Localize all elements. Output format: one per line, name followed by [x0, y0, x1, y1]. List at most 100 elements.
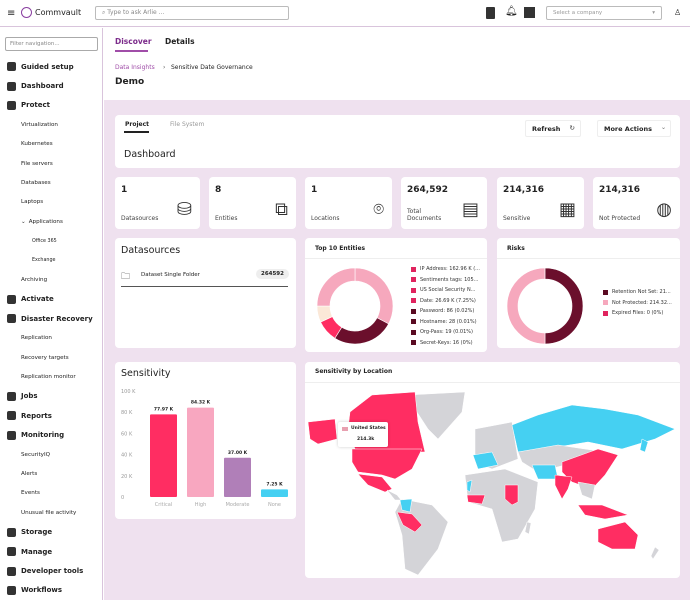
sidebar-item-laptops[interactable]: Laptops [0, 193, 43, 212]
stat-card-total-documents[interactable]: 264,592 Total Documents ▤ [401, 177, 487, 229]
legend-item[interactable]: US Social Security N... [411, 285, 480, 296]
sidebar-item-jobs[interactable]: Jobs [0, 387, 38, 406]
country-iran-pakistan[interactable] [531, 464, 559, 480]
page-title: Demo [115, 77, 145, 87]
donut-slice[interactable] [334, 317, 389, 345]
sidebar-item-file-servers[interactable]: File servers [0, 154, 53, 173]
menu-icon[interactable]: ≡ [7, 8, 16, 19]
refresh-button[interactable]: Refresh ↻ [525, 120, 581, 137]
sidebar-item-storage[interactable]: Storage [0, 523, 52, 542]
datasource-name[interactable]: Dataset Single Folder [141, 272, 200, 278]
country-southeast-asia[interactable] [577, 481, 596, 500]
sidebar-item-replication[interactable]: Replication [0, 329, 52, 348]
legend-item[interactable]: Not Protected: 214.32... [603, 298, 672, 309]
country-alaska[interactable] [307, 418, 338, 445]
stat-card-sensitive[interactable]: 214,316 Sensitive ▦ [497, 177, 584, 229]
country-indonesia[interactable] [577, 504, 629, 520]
tab-discover[interactable]: Discover [115, 37, 152, 46]
country-india[interactable] [554, 474, 573, 500]
legend-item[interactable]: Date: 26.69 K (7.25%) [411, 296, 480, 307]
sidebar-item-protect[interactable]: Protect [0, 96, 50, 115]
country-peru-bolivia[interactable] [396, 511, 423, 533]
bar-moderate[interactable] [224, 457, 251, 497]
sidebar-item-alerts[interactable]: Alerts [0, 464, 37, 483]
sidebar-item-developer-tools[interactable]: Developer tools [0, 561, 83, 580]
country-china[interactable] [561, 448, 619, 490]
bar-high[interactable] [187, 407, 214, 497]
stat-card-locations[interactable]: 1 Locations ⌾ [305, 177, 392, 229]
y-tick-label: 60 K [121, 431, 133, 437]
country-colombia[interactable] [399, 498, 413, 513]
sidebar-item-disaster-recovery[interactable]: Disaster Recovery [0, 309, 93, 328]
donut-slice[interactable] [544, 267, 584, 345]
legend-swatch [411, 308, 416, 314]
device-icon[interactable] [486, 7, 495, 19]
country-japan[interactable] [639, 438, 649, 453]
filter-navigation-input[interactable]: Filter navigation... [5, 37, 98, 51]
country-western-europe[interactable] [472, 451, 499, 470]
legend-item[interactable]: Password: 86 (0.02%) [411, 306, 480, 317]
bar-none[interactable] [261, 489, 288, 497]
country-madagascar[interactable] [524, 521, 532, 535]
sidebar-item-office-365[interactable]: Office 365 [0, 232, 57, 251]
sidebar-item-reports[interactable]: Reports [0, 406, 52, 425]
sidebar-item-label: Jobs [21, 392, 38, 401]
search-input[interactable]: ⌕ Type to ask Arlie ... [95, 6, 289, 20]
sidebar-item-virtualization[interactable]: Virtualization [0, 115, 58, 134]
country-central-america[interactable] [386, 489, 402, 501]
donut-slice[interactable] [316, 267, 356, 307]
country-africa[interactable] [464, 468, 539, 543]
stat-label: Datasources [121, 215, 159, 222]
country-sudan[interactable] [504, 484, 519, 506]
legend-swatch [411, 329, 416, 335]
legend-item[interactable]: Secret-Keys: 16 (0%) [411, 338, 480, 349]
sidebar-item-manage[interactable]: Manage [0, 542, 52, 561]
sidebar-item-guided-setup[interactable]: Guided setup [0, 57, 74, 76]
grid-app-icon[interactable] [524, 7, 535, 18]
sidebar-item-workflows[interactable]: Workflows [0, 581, 62, 600]
sidebar-item-replication-monitor[interactable]: Replication monitor [0, 367, 76, 386]
legend-item[interactable]: Sentiments tags: 105... [411, 275, 480, 286]
legend-swatch [603, 310, 608, 316]
legend-item[interactable]: Hostname: 28 (0.01%) [411, 317, 480, 328]
sidebar-item-exchange[interactable]: Exchange [0, 251, 55, 270]
world-map[interactable] [305, 362, 680, 578]
donut-slice[interactable] [506, 267, 546, 345]
country-united-states[interactable] [351, 448, 423, 480]
country-new-zealand[interactable] [650, 546, 660, 560]
country-mauritania[interactable] [466, 479, 473, 493]
tab-details[interactable]: Details [165, 37, 195, 46]
company-select[interactable]: Select a company ▾ [546, 6, 662, 20]
legend-item[interactable]: Org-Pass: 19 (0.01%) [411, 327, 480, 338]
bar-critical[interactable] [150, 414, 177, 497]
sidebar-item-label: Exchange [32, 258, 56, 264]
sidebar-item-monitoring[interactable]: Monitoring [0, 426, 64, 445]
sidebar-item-unusual-file-activity[interactable]: Unusual file activity [0, 503, 76, 522]
sidebar-item-recovery-targets[interactable]: Recovery targets [0, 348, 69, 367]
country-west-africa[interactable] [466, 494, 486, 505]
sidebar-item-activate[interactable]: Activate [0, 290, 54, 309]
stat-card-not-protected[interactable]: 214,316 Not Protected ◍ [593, 177, 680, 229]
bell-icon[interactable]: 🔔︎ [505, 6, 518, 17]
legend-swatch [603, 300, 608, 306]
sidebar-item-kubernetes[interactable]: Kubernetes [0, 135, 53, 154]
donut-slice[interactable] [354, 267, 394, 325]
country-australia[interactable] [597, 521, 639, 550]
more-actions-button[interactable]: More Actions ⌄ [597, 120, 671, 137]
tab-file-system[interactable]: File System [170, 121, 205, 128]
breadcrumb-data-insights[interactable]: Data Insights [115, 64, 155, 71]
stat-card-entities[interactable]: 8 Entities ⧉ [209, 177, 296, 229]
legend-item[interactable]: IP Address: 162.96 K (... [411, 264, 480, 275]
sidebar-item-databases[interactable]: Databases [0, 173, 51, 192]
sidebar-item-securityiq[interactable]: SecurityIQ [0, 445, 50, 464]
sidebar-item-applications[interactable]: ⌄ Applications [0, 212, 63, 231]
legend-item[interactable]: Expired Files: 0 (0%) [603, 308, 672, 319]
user-icon[interactable]: ♙ [674, 8, 682, 17]
country-russia[interactable] [511, 404, 676, 453]
legend-item[interactable]: Retention Not Set: 21... [603, 287, 672, 298]
sidebar-item-dashboard[interactable]: Dashboard [0, 76, 64, 95]
stat-card-datasources[interactable]: 1 Datasources ⛁ [115, 177, 200, 229]
tab-project[interactable]: Project [125, 121, 150, 128]
sidebar-item-events[interactable]: Events [0, 484, 40, 503]
sidebar-item-archiving[interactable]: Archiving [0, 270, 47, 289]
